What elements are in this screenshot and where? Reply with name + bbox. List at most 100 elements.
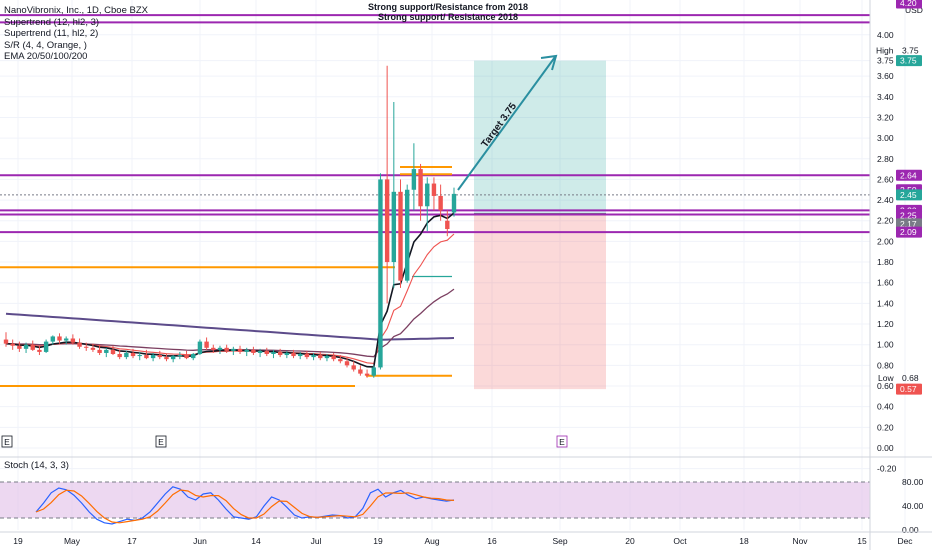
candle-body [184,355,189,359]
candle-body [63,338,69,341]
candle-body [298,353,303,357]
time-tick-label: 19 [373,536,383,546]
time-tick-label: Dec [897,536,913,546]
candle-body [451,193,457,213]
time-axis[interactable]: 19 May 17 Jun 14 Jul 19 Aug 16 Sep 20 Oct 18 Nov 15 Dec [0,531,932,546]
candle-body [344,361,350,366]
stoch-tick-label: 40.00 [902,501,924,511]
time-tick-label: Oct [673,536,687,546]
price-tick-label: 2.60 [877,174,894,184]
candle-body [3,339,9,344]
legend-indicator[interactable]: S/R (4, 4, Orange, ) [4,39,87,51]
earnings-marker: E [559,437,565,447]
candle-body [10,343,15,346]
candle-body [157,355,162,358]
candle-body [57,336,62,341]
long-position-tool[interactable] [474,60,606,390]
price-tag [896,383,922,395]
price-tick-label: 3.20 [877,112,894,122]
time-tick-label: 18 [739,536,749,546]
candle-body [97,349,102,353]
time-tick-label: 20 [625,536,635,546]
legend-indicator[interactable]: EMA 20/50/100/200 [4,51,88,63]
price-tag [896,226,922,238]
resistance-label-second: Strong support/ Resistance 2018 [378,12,518,22]
price-tag [896,218,922,230]
candle-body [197,341,203,354]
price-tag-label: 4.20 [900,0,917,8]
candle-body [358,369,363,374]
stoch-grid [0,456,932,519]
candle-body [191,353,196,359]
candle-body [110,349,116,354]
candle-body [130,352,136,357]
candle-body [264,350,269,354]
candle-body [438,195,443,211]
time-tick-label: Nov [792,536,808,546]
candle-body [445,220,450,230]
price-axis[interactable]: 4.00 3.75 3.60 3.40 3.20 3.00 2.80 2.60 2.40 2.20… [869,0,924,550]
candle-body [117,353,122,358]
price-tick-label: 0.00 [877,443,894,453]
candle-body [50,336,56,342]
chart-legend: NanoVibronix, Inc., 1D, Cboe BZX Supertr… [4,5,148,63]
candle-body [411,169,417,190]
candle-body [23,344,29,349]
time-tick-label: Sep [552,536,567,546]
candle-body [30,344,35,350]
legend-indicator[interactable]: Supertrend (11, hl2, 2) [4,28,99,40]
currency-label: USD [905,5,923,15]
resistance-label-top: Strong support/Resistance from 2018 [368,2,528,12]
price-tick-label: 1.40 [877,298,894,308]
stoch-legend[interactable]: Stoch (14, 3, 3) [4,460,69,471]
time-tick-label: 19 [13,536,23,546]
candle-body [378,179,383,368]
low-value: 0.68 [902,373,919,383]
earnings-icon [155,435,167,448]
position-loss-zone [474,213,606,390]
price-tick-label: 2.00 [877,236,894,246]
price-tick-label: 2.20 [877,216,894,226]
candle-body [318,355,323,359]
candle-body [70,338,76,343]
candle-body [124,352,129,358]
candle-body [324,356,330,359]
price-tick-label: 0.80 [877,360,894,370]
candle-body [404,189,410,281]
price-tag-label: 2.17 [900,219,917,229]
candles [3,65,457,378]
price-tag [896,210,922,222]
price-tick-label: 1.60 [877,278,894,288]
time-tick-label: 17 [127,536,137,546]
time-tick-label: May [64,536,81,546]
candle-body [17,345,22,349]
candle-body [371,367,376,376]
horizontal-levels[interactable] [0,14,870,388]
price-tick-label: 4.00 [877,30,894,40]
legend-indicator[interactable]: Supertrend (12, hl2, 3) [4,16,100,28]
stoch-k-line [35,486,455,525]
price-tick-label: 3.40 [877,92,894,102]
candle-body [137,355,142,357]
candle-body [77,342,82,347]
time-tick-label: 16 [487,536,497,546]
earnings-icon [1,435,13,448]
time-tick-label: 15 [857,536,867,546]
candle-body [251,349,256,353]
stochastic-pane [35,486,455,525]
candle-body [90,347,96,350]
price-tag-label: 0.57 [900,384,917,394]
stoch-tick-label: 80.00 [902,477,924,487]
candle-body [217,347,223,350]
candle-body [144,355,149,359]
candle-body [177,355,183,357]
earnings-marker: E [158,437,164,447]
time-tick-label: 14 [251,536,261,546]
candle-body [311,355,316,358]
candle-body [277,351,283,356]
price-tick-label: 1.80 [877,257,894,267]
price-tick-label: 0.40 [877,402,894,412]
price-tick-label: 3.00 [877,133,894,143]
candle-body [231,348,236,351]
